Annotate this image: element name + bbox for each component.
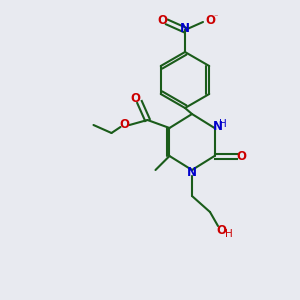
- Text: O: O: [157, 14, 167, 26]
- Text: H: H: [225, 229, 233, 239]
- Text: H: H: [219, 119, 226, 129]
- Text: N: N: [180, 22, 190, 35]
- Text: O: O: [236, 149, 247, 163]
- Text: O: O: [216, 224, 226, 236]
- Text: O: O: [205, 14, 215, 26]
- Text: N: N: [187, 167, 197, 179]
- Text: O: O: [130, 92, 140, 104]
- Text: N: N: [212, 119, 223, 133]
- Text: O: O: [119, 118, 130, 130]
- Text: ⁻: ⁻: [214, 13, 218, 22]
